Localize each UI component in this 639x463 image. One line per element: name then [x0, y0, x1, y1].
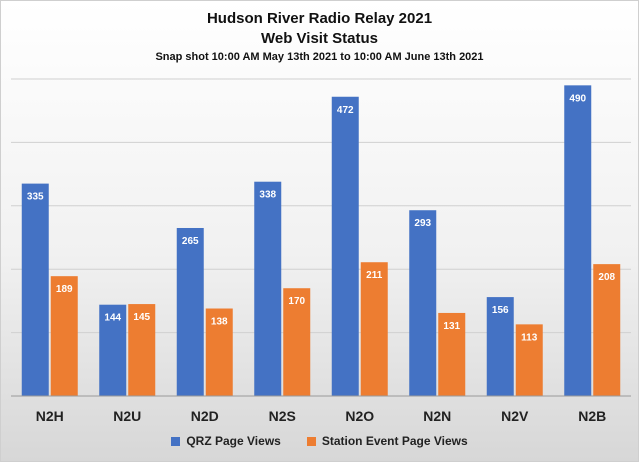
legend-swatch-qrz [171, 436, 181, 446]
bar-station-event-n2n [438, 312, 466, 396]
bar-station-event-n2d [205, 308, 233, 396]
x-tick-label: N2O [345, 408, 374, 424]
bar-station-event-n2b [593, 264, 621, 396]
legend-swatch-station-event [306, 436, 316, 446]
bar-qrz-n2n [409, 210, 437, 396]
data-label: 189 [56, 284, 73, 295]
chart-title: Hudson River Radio Relay 2021 [206, 10, 433, 27]
data-label: 490 [569, 93, 586, 104]
bar-station-event-n2o [360, 262, 388, 396]
data-label: 293 [414, 218, 431, 229]
data-label: 472 [337, 105, 354, 116]
legend-item-qrz: QRZ Page Views [171, 434, 281, 448]
bar-station-event-n2h [50, 276, 78, 396]
data-label: 145 [133, 312, 150, 323]
x-tick-label: N2S [269, 408, 296, 424]
data-label: 131 [443, 321, 460, 332]
legend-label-qrz: QRZ Page Views [186, 434, 281, 448]
chart-subtitle: Web Visit Status [261, 30, 378, 47]
x-tick-label: N2V [501, 408, 529, 424]
chart-snapshot-range: Snap shot 10:00 AM May 13th 2021 to 10:0… [155, 51, 484, 63]
bar-station-event-n2u [128, 304, 156, 396]
x-tick-label: N2N [423, 408, 451, 424]
legend: QRZ Page Views Station Event Page Views [1, 434, 638, 448]
bar-qrz-n2b [564, 85, 592, 396]
data-label: 208 [598, 272, 615, 283]
data-label: 113 [521, 332, 538, 343]
bar-qrz-n2d [176, 227, 204, 396]
bar-qrz-n2v [486, 297, 514, 396]
bar-qrz-n2o [331, 96, 359, 396]
data-label: 138 [211, 317, 228, 328]
bar-qrz-n2u [99, 304, 127, 396]
bar-qrz-n2s [254, 181, 282, 396]
data-label: 265 [182, 236, 199, 247]
data-label: 338 [259, 190, 276, 201]
x-tick-label: N2D [191, 408, 219, 424]
bar-station-event-n2s [283, 288, 311, 396]
x-tick-label: N2H [36, 408, 64, 424]
data-label: 170 [288, 296, 305, 307]
bar-station-event-n2v [515, 324, 543, 396]
x-tick-label: N2U [113, 408, 141, 424]
x-tick-label: N2B [578, 408, 606, 424]
data-label: 211 [366, 270, 383, 281]
data-label: 335 [27, 192, 44, 203]
bar-qrz-n2h [21, 183, 49, 396]
data-label: 144 [104, 313, 121, 324]
data-label: 156 [492, 305, 509, 316]
legend-label-station-event: Station Event Page Views [321, 434, 468, 448]
legend-item-station-event: Station Event Page Views [306, 434, 468, 448]
